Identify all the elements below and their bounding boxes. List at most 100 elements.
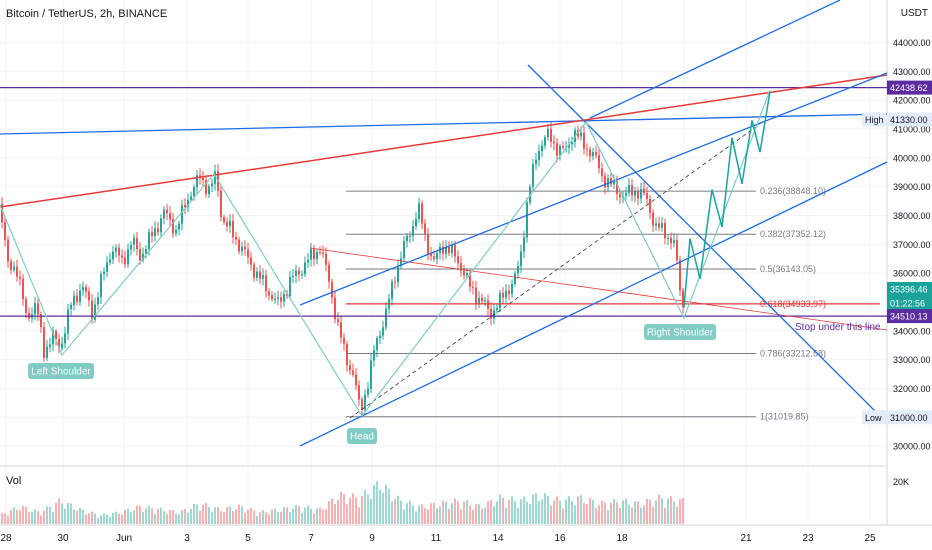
volume-bar [385, 484, 387, 524]
candle-body [481, 297, 483, 302]
candle-body [286, 293, 288, 296]
x-tick-label: 25 [864, 533, 876, 544]
candle-body [400, 258, 402, 266]
volume-bar [649, 499, 651, 524]
volume-bar [298, 506, 300, 524]
volume-bar [1, 513, 3, 524]
candle-body [100, 273, 102, 298]
volume-bar [463, 501, 465, 524]
volume-bar [640, 507, 642, 524]
candle-body [13, 266, 15, 270]
volume-bar [574, 505, 576, 524]
volume-bar [511, 496, 513, 524]
volume-bar [412, 505, 414, 524]
volume-bar [403, 509, 405, 524]
fib-level-label: 0.5(36143.05) [760, 264, 816, 274]
volume-bar [337, 500, 339, 524]
volume-bar [235, 509, 237, 524]
candle-body [7, 239, 9, 262]
candle-body [214, 171, 216, 184]
volume-bar [103, 513, 105, 524]
volume-bar [613, 498, 615, 524]
volume-bar [502, 497, 504, 524]
y-tick-label: 30000.00 [893, 442, 931, 452]
candle-body [634, 190, 636, 196]
volume-bar [436, 508, 438, 524]
volume-bar [109, 517, 111, 524]
candle-body [202, 177, 204, 181]
volume-bar [46, 506, 48, 524]
volume-bar [88, 513, 90, 524]
volume-bar [121, 514, 123, 524]
level-tag-high-bg [862, 112, 886, 127]
y-tick-label: 36000.00 [893, 269, 931, 279]
candle-body [37, 303, 39, 315]
y-tick-label: 37000.00 [893, 240, 931, 250]
volume-bar [127, 508, 129, 524]
volume-bar [145, 508, 147, 524]
candle-body [397, 265, 399, 283]
candle-body [583, 132, 585, 149]
candle-body [670, 238, 672, 244]
candle-body [190, 196, 192, 200]
volume-axis-label: 20K [893, 477, 909, 487]
volume-bar [82, 509, 84, 524]
candle-body [169, 213, 171, 220]
volume-bar [13, 507, 15, 524]
x-tick-label: 9 [369, 533, 375, 544]
level-tag-high-value: 41330.00 [890, 115, 928, 125]
pattern-label: Head [350, 432, 374, 443]
volume-bar [565, 499, 567, 524]
volume-bar [481, 508, 483, 524]
volume-bar [67, 502, 69, 524]
y-tick-label: 43000.00 [893, 67, 931, 77]
candle-body [361, 399, 363, 410]
volume-bar [58, 498, 60, 524]
volume-bar [634, 501, 636, 524]
volume-bar [343, 494, 345, 524]
volume-bar [256, 516, 258, 524]
volume-bar [91, 511, 93, 524]
volume-bar [523, 496, 525, 524]
volume-bar [118, 513, 120, 524]
volume-bar [514, 501, 516, 524]
candle-body [250, 257, 252, 265]
candle-body [295, 270, 297, 276]
volume-bar [391, 501, 393, 524]
volume-bar [637, 501, 639, 524]
candle-body [517, 266, 519, 274]
candle-body [154, 228, 156, 237]
candle-body [235, 236, 237, 240]
volume-bar [418, 505, 420, 524]
x-tick-label: 18 [616, 533, 628, 544]
candle-body [46, 346, 48, 358]
candle-body [580, 132, 582, 137]
candle-body [610, 178, 612, 185]
volume-bar [190, 509, 192, 524]
y-tick-label: 32000.00 [893, 384, 931, 394]
candle-body [34, 303, 36, 315]
candle-body [370, 360, 372, 389]
candle-body [343, 337, 345, 344]
candle-body [175, 229, 177, 234]
volume-bar [538, 501, 540, 524]
candle-body [409, 235, 411, 237]
candle-body [490, 309, 492, 319]
volume-bar [454, 498, 456, 524]
level-tag-low: Low [865, 413, 882, 423]
candle-body [88, 291, 90, 301]
candle-body [475, 287, 477, 304]
candle-body [349, 365, 351, 371]
candle-body [367, 388, 369, 395]
volume-bar [253, 510, 255, 524]
volume-bar [199, 510, 201, 524]
volume-bar [283, 507, 285, 524]
volume-bar [346, 504, 348, 524]
x-tick-label: 28 [0, 533, 12, 544]
candle-body [208, 186, 210, 195]
candle-body [553, 141, 555, 144]
volume-bar [25, 506, 27, 524]
price-badge-timer: 01:22:56 [890, 299, 925, 309]
candle-body [364, 394, 366, 410]
x-tick-label: Jun [116, 533, 132, 544]
